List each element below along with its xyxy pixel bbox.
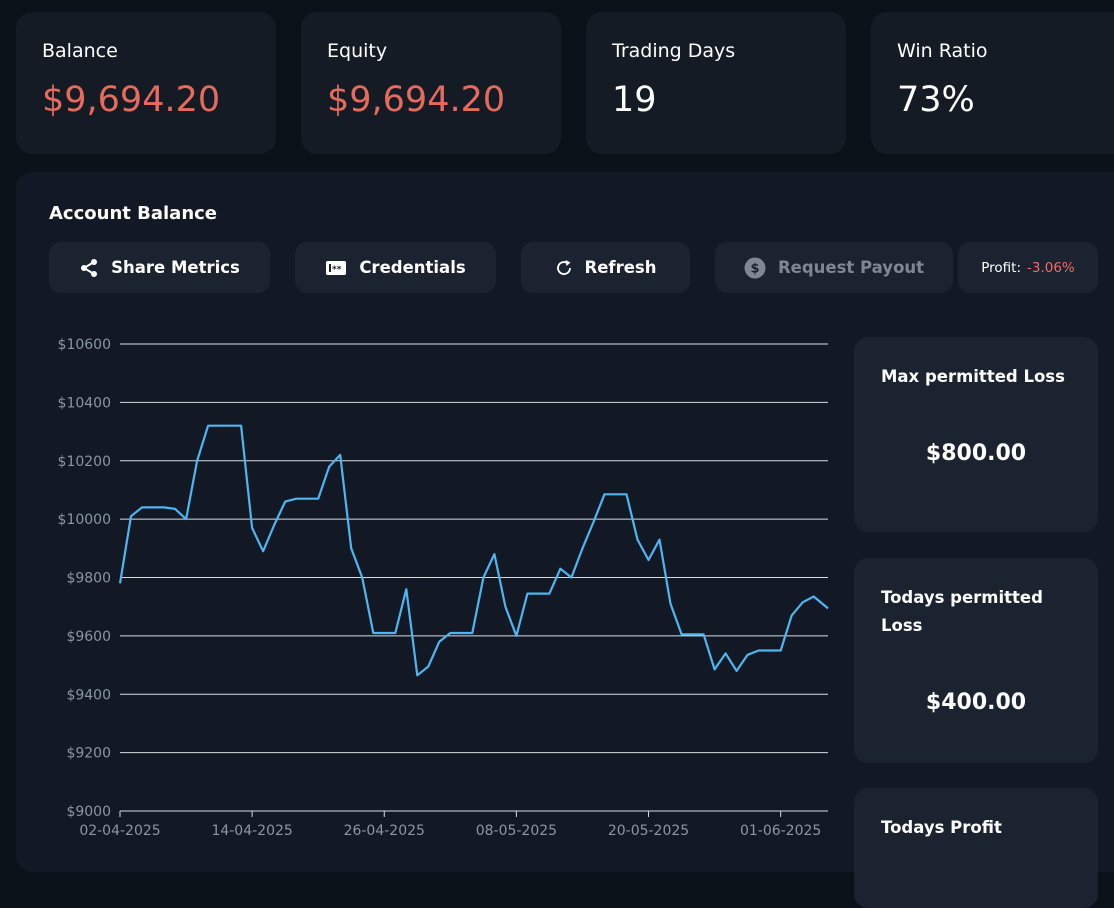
todays-permitted-loss-title: Todays permitted Loss [881,588,1043,635]
x-tick-label: 26-04-2025 [344,823,425,839]
balance-series-line [118,424,829,677]
y-tick-label: $9400 [66,687,111,703]
max-permitted-loss-title: Max permitted Loss [881,367,1065,386]
balance-line-chart: $9000 $9200 $9400 $9600 $9800 $10000 $10200 $10… [58,337,829,839]
win-ratio-card: Win Ratio 73% [871,12,1114,154]
profit-value: -3.06% [1027,259,1075,276]
y-tick-label: $9600 [66,629,111,645]
share-metrics-label: Share Metrics [111,258,240,277]
panel-title: Account Balance [49,203,218,224]
y-tick-label: $10000 [58,512,111,528]
balance-label: Balance [42,40,118,62]
refresh-button[interactable]: Refresh [521,242,690,293]
equity-value: $9,694.20 [327,80,506,120]
trading-days-label: Trading Days [612,40,736,62]
todays-permitted-loss-value: $400.00 [925,690,1027,715]
equity-card: Equity $9,694.20 [301,12,561,154]
y-tick-label: $9800 [66,571,111,587]
x-tick-label: 14-04-2025 [211,823,292,839]
x-tick-label: 02-04-2025 [79,823,160,839]
dollar-circle-icon: $ [744,257,766,279]
equity-label: Equity [327,40,388,62]
share-icon [79,258,99,278]
x-tick-label: 01-06-2025 [740,823,821,839]
profit-indicator: Profit: -3.06% [958,242,1098,293]
request-payout-label: Request Payout [777,258,925,277]
y-tick-label: $9200 [66,746,111,762]
credentials-button[interactable]: ** Credentials [295,242,496,293]
trading-days-card: Trading Days 19 [586,12,846,154]
share-metrics-button[interactable]: Share Metrics [49,242,270,293]
profit-label: Profit: [981,259,1021,276]
todays-profit-card: Todays Profit [854,788,1098,908]
svg-text:**: ** [332,265,342,275]
y-tick-label: $10600 [58,337,111,353]
refresh-icon [555,259,573,277]
y-tick-label: $9000 [66,804,111,820]
todays-permitted-loss-card: Todays permitted Loss $400.00 [854,558,1098,763]
win-ratio-label: Win Ratio [897,40,988,62]
max-permitted-loss-card: Max permitted Loss $800.00 [854,337,1098,532]
svg-text:$: $ [750,261,759,276]
balance-value: $9,694.20 [42,80,221,120]
max-permitted-loss-value: $800.00 [925,441,1027,466]
win-ratio-value: 73% [897,80,975,120]
refresh-label: Refresh [584,258,657,277]
password-card-icon: ** [325,259,347,277]
todays-profit-title: Todays Profit [881,818,1002,837]
y-tick-label: $10200 [58,454,111,470]
request-payout-button[interactable]: $ Request Payout [715,242,953,293]
y-tick-label: $10400 [58,395,111,411]
balance-card: Balance $9,694.20 [16,12,276,154]
x-tick-label: 08-05-2025 [476,823,557,839]
credentials-label: Credentials [359,258,466,277]
trading-days-value: 19 [612,80,657,120]
x-tick-label: 20-05-2025 [608,823,689,839]
